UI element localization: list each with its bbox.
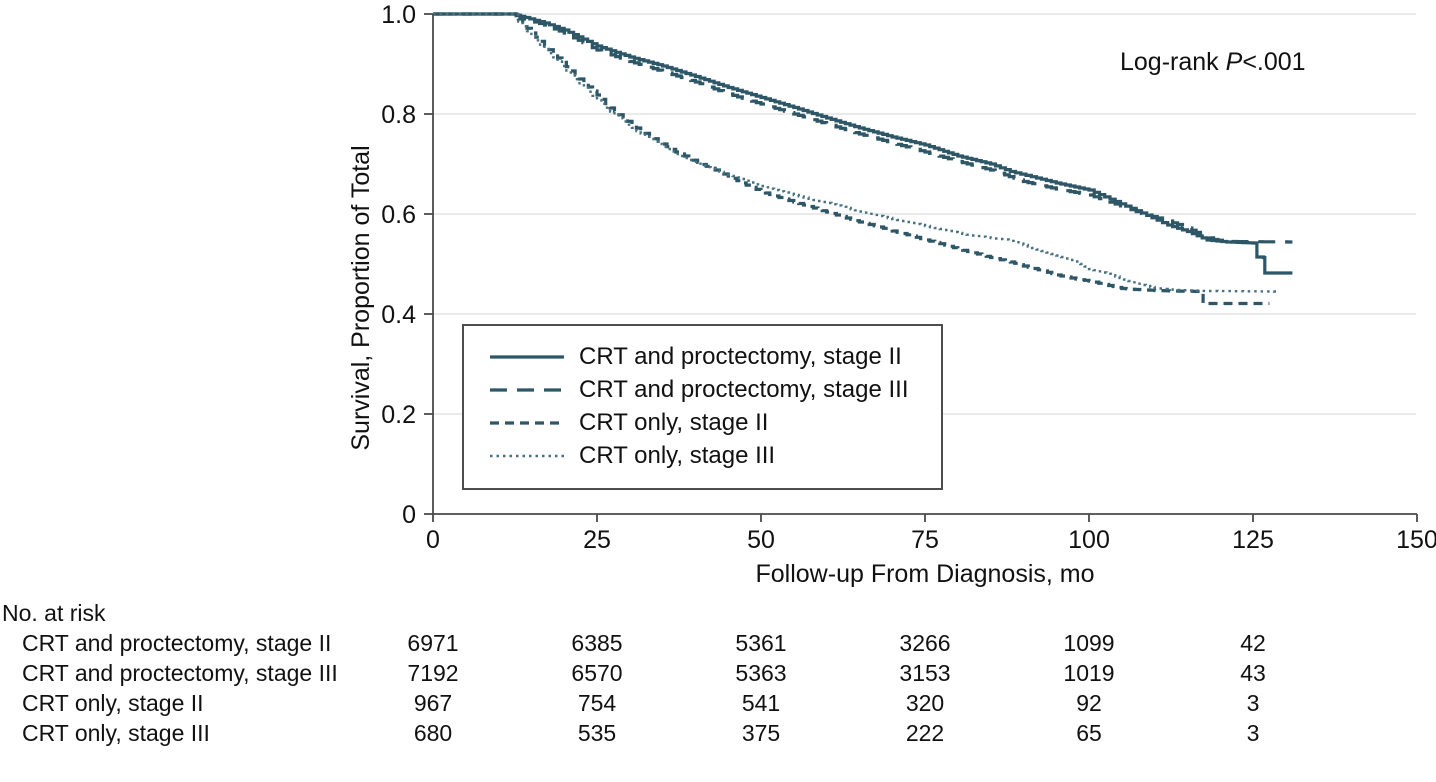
legend-item: CRT and proctectomy, stage II xyxy=(464,340,941,373)
risk-row-label: CRT and proctectomy, stage III xyxy=(22,660,338,686)
risk-count: 6971 xyxy=(407,630,459,656)
risk-count: 1019 xyxy=(1063,660,1115,686)
y-tick-label: 1.0 xyxy=(381,1,416,29)
x-axis-title: Follow-up From Diagnosis, mo xyxy=(755,560,1095,588)
x-tick-label: 0 xyxy=(426,526,440,554)
risk-row-label: CRT and proctectomy, stage II xyxy=(22,630,332,656)
legend-item: CRT only, stage III xyxy=(464,439,941,472)
legend-line-longdash-icon xyxy=(490,387,564,392)
risk-count: 6570 xyxy=(571,660,623,686)
y-tick-label: 0.6 xyxy=(381,201,416,229)
legend-label: CRT and proctectomy, stage II xyxy=(579,342,902,370)
risk-count: 680 xyxy=(413,720,453,746)
legend-line-solid-icon xyxy=(490,354,564,359)
y-tick-label: 0.8 xyxy=(381,101,416,129)
risk-table-row: CRT only, stage II 967 754 541 320 92 3 xyxy=(0,688,1436,718)
x-tick-label: 75 xyxy=(911,526,939,554)
survival-plot: 0 0.2 0.4 0.6 0.8 1.0 0 25 50 75 100 125 150 xyxy=(381,1,1436,554)
legend-box: CRT and proctectomy, stage II CRT and pr… xyxy=(462,324,943,490)
risk-count: 967 xyxy=(413,690,453,716)
risk-count: 320 xyxy=(905,690,945,716)
series-curve-short-dash xyxy=(433,12,1270,306)
x-tick-label: 50 xyxy=(747,526,775,554)
risk-count: 5363 xyxy=(735,660,787,686)
legend-item: CRT only, stage II xyxy=(464,406,941,439)
risk-count: 541 xyxy=(741,690,781,716)
legend-line-shortdash-icon xyxy=(490,420,564,425)
risk-count: 65 xyxy=(1076,720,1102,746)
y-tick-label: 0 xyxy=(402,501,416,529)
x-tick-label: 100 xyxy=(1068,526,1110,554)
legend-label: CRT only, stage III xyxy=(579,441,776,469)
risk-count: 5361 xyxy=(735,630,787,656)
risk-count: 222 xyxy=(905,720,945,746)
legend-label: CRT only, stage II xyxy=(579,408,769,436)
risk-count: 92 xyxy=(1076,690,1102,716)
risk-row-label: CRT only, stage II xyxy=(22,690,204,716)
log-rank-annotation: Log-rank P<.001 xyxy=(1120,48,1306,77)
legend-line-dotted-icon xyxy=(490,454,564,457)
risk-table-row: CRT only, stage III 680 535 375 222 65 3 xyxy=(0,718,1436,748)
risk-count: 42 xyxy=(1240,630,1266,656)
x-tick-label: 25 xyxy=(583,526,611,554)
annotation-p-symbol: P xyxy=(1225,48,1243,76)
risk-row-label: CRT only, stage III xyxy=(22,720,210,746)
x-tick-label: 125 xyxy=(1232,526,1274,554)
series-curve-dotted xyxy=(433,12,1280,293)
risk-count: 7192 xyxy=(407,660,459,686)
annotation-prefix: Log-rank xyxy=(1120,48,1226,76)
series-curve-long-dash xyxy=(433,12,1293,244)
risk-count: 754 xyxy=(577,690,617,716)
risk-table-row: CRT and proctectomy, stage III 7192 6570 53… xyxy=(0,658,1436,688)
risk-count: 1099 xyxy=(1063,630,1115,656)
annotation-suffix: <.001 xyxy=(1242,48,1306,76)
legend-label: CRT and proctectomy, stage III xyxy=(579,375,909,403)
legend-item: CRT and proctectomy, stage III xyxy=(464,373,941,406)
risk-count: 3 xyxy=(1246,720,1260,746)
risk-count: 375 xyxy=(741,720,781,746)
y-tick-label: 0.4 xyxy=(381,301,416,329)
risk-count: 3266 xyxy=(899,630,951,656)
risk-count: 3153 xyxy=(899,660,951,686)
risk-count: 535 xyxy=(577,720,617,746)
risk-table-row: CRT and proctectomy, stage II 6971 6385 536… xyxy=(0,628,1436,658)
risk-count: 3 xyxy=(1246,690,1260,716)
risk-count: 6385 xyxy=(571,630,623,656)
y-tick-label: 0.2 xyxy=(381,401,416,429)
risk-count: 43 xyxy=(1240,660,1266,686)
risk-table-header: No. at risk xyxy=(2,600,106,626)
number-at-risk-table: No. at risk CRT and proctectomy, stage I… xyxy=(0,598,1436,748)
x-tick-label: 150 xyxy=(1396,526,1436,554)
